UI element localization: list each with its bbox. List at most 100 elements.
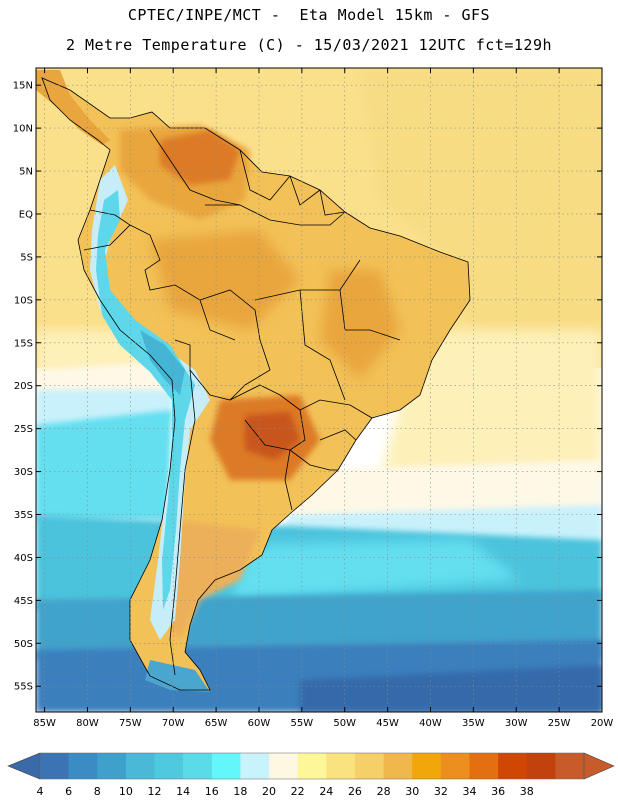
border-guianas [289,175,346,216]
border-argentina-chile [169,369,196,676]
colorbar-label: 26 [348,785,362,798]
lat-tick-label: 5N [19,167,33,178]
colorbar-label: 24 [319,785,333,798]
land-warm-amazon [150,230,300,330]
colorbar-swatch [469,753,499,779]
colorbar-under-arrow [7,752,41,780]
colorbar-swatch [354,753,384,779]
sea-northeast-band [360,68,602,330]
border-venezuela-guyana [239,149,291,201]
lat-tick-label: 55S [14,682,33,693]
border-peru-brazil [129,224,236,341]
colorbar-swatch [326,753,356,779]
andes-cold-core [96,190,195,610]
sea-cyan-east-tongue [230,540,520,600]
colorbar-swatch [297,753,327,779]
lon-tick-label: 40W [419,718,442,729]
colorbar-label: 20 [262,785,276,798]
map-title-line2: 2 Metre Temperature (C) - 15/03/2021 12U… [65,36,553,54]
colorbar-frame [39,752,585,780]
lon-tick-label: 60W [248,718,271,729]
border-brazil-interior [254,259,401,401]
lat-tick-label: 35S [14,510,33,521]
border-southeast-states [299,399,373,441]
lon-tick-label: 65W [205,718,228,729]
lat-tick-label: 50S [14,639,33,650]
land-patagonia [160,520,260,640]
sea-pale-east-south [290,460,602,520]
lat-tick-label: 15N [13,81,33,92]
lon-tick-label: 30W [505,718,528,729]
lat-tick-label: 5S [20,252,33,263]
colorbar-swatch [555,753,585,779]
colorbar-label: 38 [520,785,534,798]
map-frame [35,67,603,713]
border-bolivia [174,289,271,401]
colorbar-swatch [526,753,556,779]
country-borders [41,77,471,691]
sea-cyan-west [36,410,172,520]
colorbar-label: 8 [94,785,101,798]
sea-mid-band-east [380,330,602,480]
temperature-field [36,68,602,712]
longitude-axis: 85W 80W 75W 70W 65W 60W 55W 50W 45W 40W 35W 30W 25W 2… [33,68,613,729]
colorbar-label: 6 [65,785,72,798]
lat-tick-label: 15S [14,338,33,349]
colorbar-label: 16 [205,785,219,798]
lon-tick-label: 20W [591,718,614,729]
colorbar-label: 28 [377,785,391,798]
colorbar-swatch [498,753,528,779]
colorbar-label: 32 [434,785,448,798]
central-america-land [36,70,110,145]
lon-tick-label: 35W [462,718,485,729]
map-title-line1: CPTEC/INPE/MCT - Eta Model 15km - GFS [127,6,491,24]
lon-tick-label: 45W [376,718,399,729]
colorbar-label: 30 [405,785,419,798]
lat-tick-label: 25S [14,424,33,435]
colorbar-label: 14 [176,785,190,798]
border-brazil-north [205,204,346,226]
colorbar-swatch [97,753,127,779]
colorbar-swatch [440,753,470,779]
border-uruguay [284,449,338,511]
lon-tick-label: 75W [119,718,142,729]
colorbar-swatch [211,753,241,779]
colorbar-swatch [269,753,298,779]
lat-tick-label: 30S [14,467,33,478]
colorbar-swatch [412,753,442,779]
lon-tick-label: 25W [548,718,571,729]
andes-cold-outer [90,165,210,640]
colorbar-label: 4 [37,785,44,798]
graticule [36,68,602,712]
colorbar-over-arrow [583,752,615,780]
lat-tick-label: 10N [13,124,33,135]
tierra-del-fuego [145,660,210,692]
temperature-colorbar: 4 6 8 10 12 14 16 18 20 22 24 26 28 30 32 34 36 38 [7,752,615,798]
lat-tick-label: EQ [19,209,33,220]
colorbar-swatch [68,753,98,779]
lon-tick-label: 70W [162,718,185,729]
land-warm-goias [320,270,400,380]
latitude-axis: 15N 10N 5N EQ 5S 10S 15S 20S 25S 30S 35S 40S 45S 50S 5… [13,81,602,693]
sea-deepest-band [300,665,602,712]
lon-tick-label: 85W [33,718,56,729]
border-colombia-venezuela [149,129,241,206]
colorbar-swatch [183,753,213,779]
colorbar-swatch [383,753,413,779]
colorbar-swatch [154,753,184,779]
andes-cold-deep [140,330,185,395]
lat-tick-label: 40S [14,553,33,564]
continent-land [42,78,470,690]
colorbar-label: 18 [233,785,247,798]
lon-tick-label: 50W [333,718,356,729]
coastline [41,77,471,691]
colorbar-label: 22 [291,785,305,798]
colorbar-swatch [240,753,270,779]
border-paraguay [229,384,306,451]
lon-tick-label: 55W [291,718,314,729]
colorbar-swatch [125,753,155,779]
colorbar-swatch [40,753,69,779]
colorbar-label: 10 [119,785,133,798]
colorbar-label: 36 [491,785,505,798]
